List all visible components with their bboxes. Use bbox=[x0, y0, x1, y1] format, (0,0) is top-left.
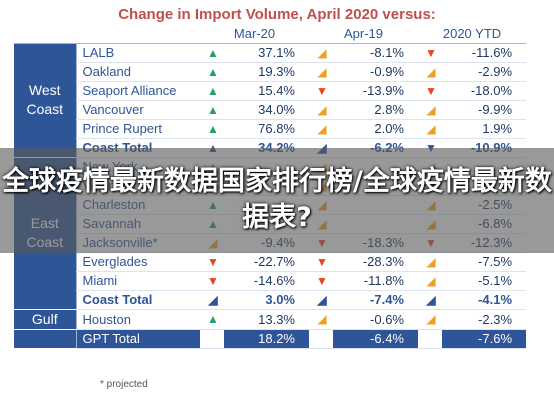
table-row: West Coast LALB ▲ 37.1% ◢ -8.1% ▼ -11.6% bbox=[14, 43, 527, 158]
trend-flat-icon: ◢ bbox=[418, 62, 442, 82]
value-cell: 13.3% bbox=[224, 309, 309, 330]
trend-flat-icon: ◢ bbox=[418, 290, 442, 310]
column-header: Apr-19 bbox=[309, 24, 418, 44]
value-cell: -18.0% bbox=[442, 81, 527, 101]
trend-flat-icon: ◢ bbox=[309, 329, 333, 349]
value-cell: -2.9% bbox=[442, 62, 527, 82]
table-row: Gulf Houston ▲ 13.3% ◢ -0.6% ◢ -2.3% bbox=[14, 309, 527, 330]
port-name: Houston bbox=[75, 309, 200, 330]
value-cell: 15.4% bbox=[224, 81, 309, 101]
trend-down-icon: ▼ bbox=[309, 271, 333, 291]
trend-flat-icon: ◢ bbox=[309, 62, 333, 82]
value-cell: -22.7% bbox=[224, 252, 309, 272]
value-cell: 18.2% bbox=[224, 329, 309, 349]
value-cell: 3.0% bbox=[224, 290, 309, 310]
trend-down-icon: ▼ bbox=[418, 81, 442, 101]
footnote: * projected bbox=[100, 379, 148, 390]
table-row: Vancouver ▲ 34.0% ◢ 2.8% ◢ -9.9% bbox=[14, 100, 527, 120]
value-cell: -7.6% bbox=[442, 329, 527, 349]
trend-up-icon: ▲ bbox=[200, 100, 224, 120]
region-label: West Coast bbox=[14, 43, 76, 158]
trend-flat-icon: ◢ bbox=[418, 329, 442, 349]
value-cell: 37.1% bbox=[224, 43, 309, 63]
value-cell: -8.1% bbox=[333, 43, 418, 63]
column-header: 2020 YTD bbox=[418, 24, 527, 44]
value-cell: -0.6% bbox=[333, 309, 418, 330]
port-name: GPT Total bbox=[75, 329, 200, 349]
port-name: Vancouver bbox=[75, 100, 200, 120]
trend-up-icon: ▲ bbox=[200, 329, 224, 349]
trend-flat-icon: ◢ bbox=[418, 100, 442, 120]
trend-flat-icon: ◢ bbox=[200, 290, 224, 310]
table-row: Oakland ▲ 19.3% ◢ -0.9% ◢ -2.9% bbox=[14, 62, 527, 82]
trend-flat-icon: ◢ bbox=[418, 252, 442, 272]
table-row: Coast Total ◢ 3.0% ◢ -7.4% ◢ -4.1% bbox=[14, 290, 527, 310]
trend-flat-icon: ◢ bbox=[309, 119, 333, 139]
value-cell: -2.3% bbox=[442, 309, 527, 330]
trend-flat-icon: ◢ bbox=[418, 271, 442, 291]
table-row: Seaport Alliance ▲ 15.4% ▼ -13.9% ▼ -18.0% bbox=[14, 81, 527, 101]
value-cell: -13.9% bbox=[333, 81, 418, 101]
value-cell: -0.9% bbox=[333, 62, 418, 82]
table-row: GPT Total ▲ 18.2% ◢ -6.4% ◢ -7.6% bbox=[14, 329, 527, 349]
value-cell: -7.5% bbox=[442, 252, 527, 272]
value-cell: -7.4% bbox=[333, 290, 418, 310]
port-name: Seaport Alliance bbox=[75, 81, 200, 101]
trend-down-icon: ▼ bbox=[200, 252, 224, 272]
header-row: Mar-20 Apr-19 2020 YTD bbox=[14, 24, 527, 44]
trend-up-icon: ▲ bbox=[200, 43, 224, 63]
table-row: Everglades ▼ -22.7% ▼ -28.3% ◢ -7.5% bbox=[14, 252, 527, 272]
value-cell: -6.4% bbox=[333, 329, 418, 349]
value-cell: 2.8% bbox=[333, 100, 418, 120]
trend-up-icon: ▲ bbox=[200, 119, 224, 139]
trend-up-icon: ▲ bbox=[200, 81, 224, 101]
trend-down-icon: ▼ bbox=[200, 271, 224, 291]
port-name: LALB bbox=[75, 43, 200, 63]
value-cell: 19.3% bbox=[224, 62, 309, 82]
trend-flat-icon: ◢ bbox=[309, 290, 333, 310]
value-cell: 2.0% bbox=[333, 119, 418, 139]
table-title: Change in Import Volume, April 2020 vers… bbox=[118, 6, 436, 23]
value-cell: -11.6% bbox=[442, 43, 527, 63]
region-label: Gulf bbox=[14, 309, 76, 330]
port-name: Miami bbox=[75, 271, 200, 291]
value-cell: 34.0% bbox=[224, 100, 309, 120]
watermark-banner bbox=[0, 148, 554, 253]
value-cell: -14.6% bbox=[224, 271, 309, 291]
table-row: Prince Rupert ▲ 76.8% ◢ 2.0% ◢ 1.9% bbox=[14, 119, 527, 139]
trend-down-icon: ▼ bbox=[309, 81, 333, 101]
region-label bbox=[14, 329, 76, 349]
trend-up-icon: ▲ bbox=[200, 62, 224, 82]
trend-down-icon: ▼ bbox=[309, 252, 333, 272]
value-cell: -9.9% bbox=[442, 100, 527, 120]
value-cell: -28.3% bbox=[333, 252, 418, 272]
port-name: Prince Rupert bbox=[75, 119, 200, 139]
port-name: Everglades bbox=[75, 252, 200, 272]
trend-flat-icon: ◢ bbox=[418, 119, 442, 139]
trend-flat-icon: ◢ bbox=[418, 309, 442, 330]
trend-flat-icon: ◢ bbox=[309, 100, 333, 120]
trend-flat-icon: ◢ bbox=[309, 309, 333, 330]
table-row: Miami ▼ -14.6% ▼ -11.8% ◢ -5.1% bbox=[14, 271, 527, 291]
port-name: Coast Total bbox=[75, 290, 200, 310]
column-header: Mar-20 bbox=[200, 24, 309, 44]
value-cell: -4.1% bbox=[442, 290, 527, 310]
trend-up-icon: ▲ bbox=[200, 309, 224, 330]
overlay-caption: 全球疫情最新数据国家排行榜/全球疫情最新数据表? bbox=[2, 166, 552, 233]
value-cell: 76.8% bbox=[224, 119, 309, 139]
trend-down-icon: ▼ bbox=[418, 43, 442, 63]
value-cell: 1.9% bbox=[442, 119, 527, 139]
value-cell: -11.8% bbox=[333, 271, 418, 291]
trend-flat-icon: ◢ bbox=[309, 43, 333, 63]
port-name: Oakland bbox=[75, 62, 200, 82]
value-cell: -5.1% bbox=[442, 271, 527, 291]
